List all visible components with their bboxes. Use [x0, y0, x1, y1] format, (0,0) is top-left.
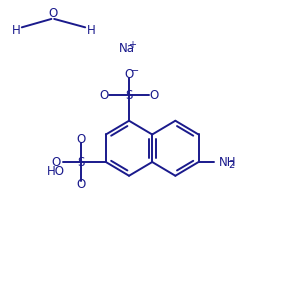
Text: H: H [12, 24, 21, 37]
Text: O: O [76, 178, 86, 191]
Text: NH: NH [219, 155, 237, 168]
Text: O: O [125, 68, 134, 81]
Text: O: O [76, 133, 86, 146]
Text: O: O [51, 155, 60, 168]
Text: 2: 2 [229, 160, 235, 170]
Text: Na: Na [119, 42, 135, 55]
Text: +: + [128, 40, 136, 50]
Text: S: S [125, 89, 133, 102]
Text: HO: HO [47, 165, 65, 178]
Text: O: O [48, 7, 57, 20]
Text: S: S [77, 155, 85, 168]
Text: H: H [86, 24, 95, 37]
Text: O: O [149, 89, 158, 102]
Text: O: O [100, 89, 109, 102]
Text: −: − [131, 66, 139, 76]
